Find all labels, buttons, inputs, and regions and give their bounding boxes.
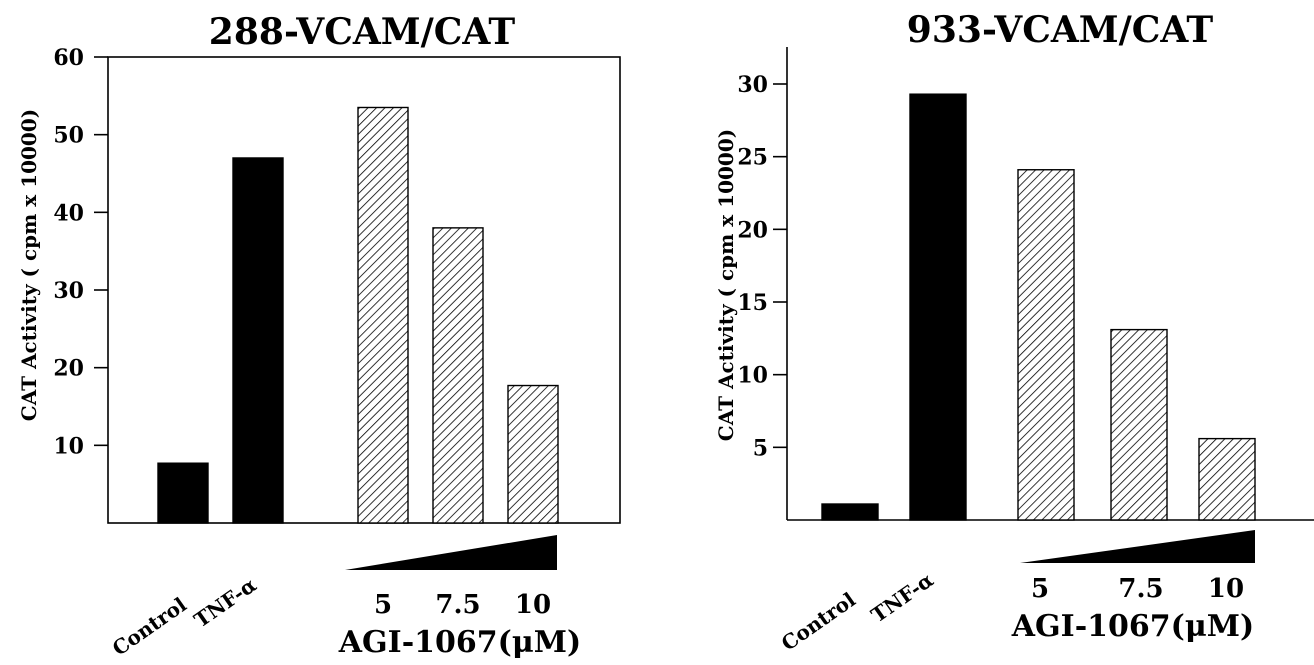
y-tick-label: 50 — [53, 123, 84, 149]
dose-gradient-wedge — [345, 535, 557, 570]
y-axis-label: CAT Activity ( cpm x 10000) — [17, 109, 41, 421]
dose-label: 5 — [1031, 574, 1049, 604]
dose-label: 10 — [1208, 574, 1244, 604]
bar-tnf- — [232, 157, 284, 524]
y-tick-label: 20 — [53, 356, 84, 382]
y-tick-label: 40 — [53, 200, 84, 226]
bar-10 — [1198, 437, 1256, 521]
y-tick-label: 10 — [53, 433, 84, 459]
x-category-label: Control — [108, 592, 191, 660]
y-tick-label: 60 — [53, 45, 84, 71]
bar-control — [157, 462, 209, 524]
chart-title: 933-VCAM/CAT — [907, 9, 1214, 51]
y-tick-label: 25 — [737, 145, 768, 171]
dose-label: 7.5 — [435, 590, 480, 620]
treatment-label: AGI-1067(μM) — [1011, 609, 1254, 644]
x-category-label: TNF-α — [867, 567, 938, 627]
bar-7.5 — [1110, 328, 1168, 521]
dose-label: 7.5 — [1118, 574, 1163, 604]
bar-control — [821, 503, 879, 521]
y-tick-label: 15 — [737, 290, 768, 316]
y-tick-label: 10 — [737, 363, 768, 389]
dose-label: 10 — [515, 590, 551, 620]
y-tick-label: 30 — [53, 278, 84, 304]
treatment-label: AGI-1067(μM) — [338, 625, 581, 660]
chart-title: 288-VCAM/CAT — [209, 11, 516, 53]
chart-panel-1: 288-VCAM/CAT 10 20 30 40 50 60 CAT Activity ( c… — [17, 11, 621, 661]
dose-gradient-wedge — [1020, 530, 1255, 563]
bar-tnf- — [909, 93, 967, 521]
bar-7.5 — [432, 227, 484, 524]
bar-5 — [1017, 169, 1075, 521]
bar-5 — [357, 106, 409, 524]
y-tick-label: 30 — [737, 72, 768, 98]
y-axis-label: CAT Activity ( cpm x 10000) — [714, 129, 738, 441]
y-tick-label: 5 — [753, 435, 768, 461]
chart-panel-2: 933-VCAM/CAT 5 10 15 20 25 30 CAT Activity ( cp… — [714, 9, 1314, 656]
x-category-label: TNF-α — [190, 572, 261, 632]
y-tick-label: 20 — [737, 217, 768, 243]
bar-10 — [507, 384, 559, 524]
x-category-label: Control — [777, 587, 860, 655]
dose-label: 5 — [374, 590, 392, 620]
